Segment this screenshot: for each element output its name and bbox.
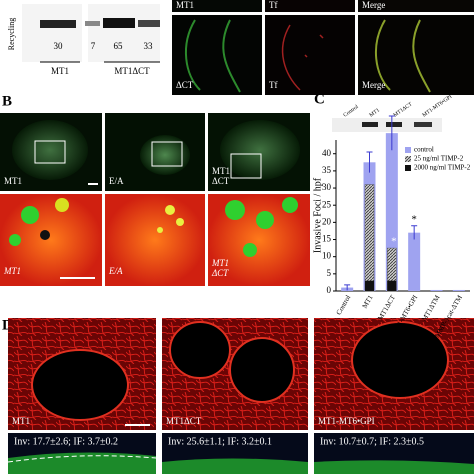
image-label: MT1 <box>176 0 194 10</box>
band <box>85 21 100 26</box>
image-label: E/A <box>109 176 124 186</box>
stats-label: Inv: 10.7±0.7; IF: 2.3±0.5 <box>320 436 424 447</box>
image-label: MT1 <box>211 258 229 268</box>
legend-swatch <box>405 147 411 153</box>
bar <box>430 289 443 291</box>
image-label: ΔCT <box>211 268 229 278</box>
bar <box>365 280 374 291</box>
legend-label: 25 ng/ml TIMP-2 <box>414 155 464 163</box>
value-label: 30 <box>54 41 64 51</box>
y-tick-label: 15 <box>322 234 332 244</box>
image-label: Merge <box>362 0 385 10</box>
legend-swatch <box>405 156 411 162</box>
stats-label: Inv: 17.7±2.6; IF: 3.7±0.2 <box>14 436 118 447</box>
legend-label: 2000 ng/ml TIMP-2 <box>414 164 471 172</box>
annotation: * <box>391 236 397 248</box>
micrographs-b <box>0 113 310 286</box>
blot <box>22 4 82 62</box>
blot-label: Recycling <box>7 18 16 50</box>
lane-label: MT1ΔCT <box>392 101 414 119</box>
group-label: MT1 <box>51 66 69 76</box>
error-bar <box>388 115 395 151</box>
bar <box>452 289 465 291</box>
x-tick-label: Control <box>335 294 353 317</box>
y-tick-label: 5 <box>327 268 332 278</box>
image-label: E/A <box>108 266 123 276</box>
group-label: MT1ΔCT <box>114 66 150 76</box>
error-bar <box>411 225 418 240</box>
y-tick-label: 40 <box>322 148 332 158</box>
image-label: Tf <box>269 0 278 10</box>
image-label: MT1ΔCT <box>166 416 202 426</box>
micrographs-a <box>172 0 474 95</box>
legend-label: control <box>414 146 434 154</box>
legend-swatch <box>405 165 411 171</box>
y-tick-label: 25 <box>322 199 332 209</box>
image-label: MT1 <box>4 176 22 186</box>
y-tick-label: 30 <box>322 182 332 192</box>
band <box>138 20 160 27</box>
y-tick-label: 10 <box>322 251 332 261</box>
image-label: MT1 <box>212 166 230 176</box>
value-label: 7 <box>91 41 96 51</box>
annotation: * <box>411 213 417 225</box>
value-label: 33 <box>144 41 154 51</box>
image-label: MT1 <box>12 416 30 426</box>
image-label: ΔCT <box>212 176 230 186</box>
micrographs-d <box>7 318 474 474</box>
image-label: Merge <box>362 80 385 90</box>
bar <box>387 280 397 291</box>
blot <box>332 118 442 132</box>
bar <box>408 232 421 291</box>
panel-letter: B <box>2 93 12 109</box>
blot <box>88 4 160 62</box>
image-label: MT1 <box>3 266 21 276</box>
image-label: MT1-MT6•GPI <box>318 416 375 426</box>
bar <box>364 184 375 292</box>
lane-label: MT1-MT6•GPI <box>421 94 453 119</box>
value-label: 65 <box>114 41 124 51</box>
image-label: Tf <box>269 80 278 90</box>
band <box>103 18 135 28</box>
x-tick-label: MT1ΔCT <box>376 293 397 321</box>
lane-label: MT1 <box>368 107 381 118</box>
y-tick-label: 0 <box>327 285 332 295</box>
lane-label: Control <box>342 104 360 119</box>
error-bar <box>366 151 373 173</box>
panel-letter: C <box>314 91 325 107</box>
band <box>40 20 76 28</box>
y-axis-label: Invasive Foci / hpf <box>312 177 323 253</box>
y-tick-label: 20 <box>322 216 332 226</box>
error-bar <box>344 284 351 291</box>
panel-letter: D <box>2 317 13 333</box>
image-label: ΔCT <box>176 80 194 90</box>
y-tick-label: 35 <box>322 165 332 175</box>
x-tick-label: MT1 <box>361 293 375 310</box>
stats-label: Inv: 25.6±1.1; IF: 3.2±0.1 <box>168 436 272 447</box>
